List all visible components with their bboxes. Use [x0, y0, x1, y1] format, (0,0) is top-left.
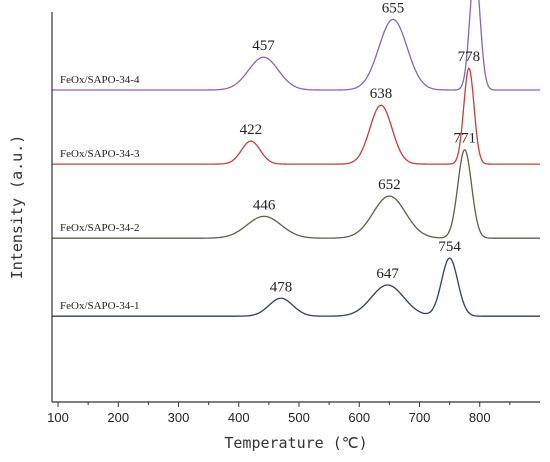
plot-area	[52, 0, 540, 317]
series-label-4: FeOx/SAPO-34-4	[60, 74, 140, 86]
x-tick-label: 700	[409, 410, 431, 425]
x-tick-label: 500	[288, 410, 310, 425]
x-tick-label: 200	[107, 410, 129, 425]
peak-label-3-2: 638	[370, 86, 393, 102]
axes: 100 200 300 400 500 600 700 800	[47, 12, 540, 425]
x-tick-label: 100	[47, 410, 69, 425]
peak-label-1-3: 754	[438, 239, 461, 255]
peak-label-2-1: 446	[253, 197, 276, 213]
series-line-2	[52, 149, 540, 239]
peak-label-3-3: 778	[458, 49, 481, 65]
series-line-1	[52, 257, 540, 317]
peak-label-1-1: 478	[270, 279, 293, 295]
peak-label-4-2: 655	[382, 0, 405, 16]
peak-label-3-1: 422	[240, 122, 263, 138]
peak-label-2-3: 771	[453, 131, 476, 147]
series-line-3	[52, 67, 540, 165]
y-axis-title: Intensity (a.u.)	[8, 135, 26, 280]
series-label-1: FeOx/SAPO-34-1	[60, 300, 139, 312]
x-tick-label: 300	[168, 410, 190, 425]
x-tick-label: 400	[228, 410, 250, 425]
series-line-4	[52, 0, 540, 91]
peak-label-2-2: 652	[378, 177, 401, 193]
x-axis-title: Temperature (℃)	[224, 434, 367, 452]
x-tick-label: 800	[469, 410, 491, 425]
x-tick-label: 600	[348, 410, 370, 425]
series-label-3: FeOx/SAPO-34-3	[60, 148, 140, 160]
peak-label-1-2: 647	[376, 266, 399, 282]
peak-label-4-1: 457	[252, 38, 275, 54]
series-label-2: FeOx/SAPO-34-2	[60, 222, 139, 234]
labels: FeOx/SAPO-34-1 478 647 754 FeOx/SAPO-34-2 446…	[8, 0, 481, 452]
